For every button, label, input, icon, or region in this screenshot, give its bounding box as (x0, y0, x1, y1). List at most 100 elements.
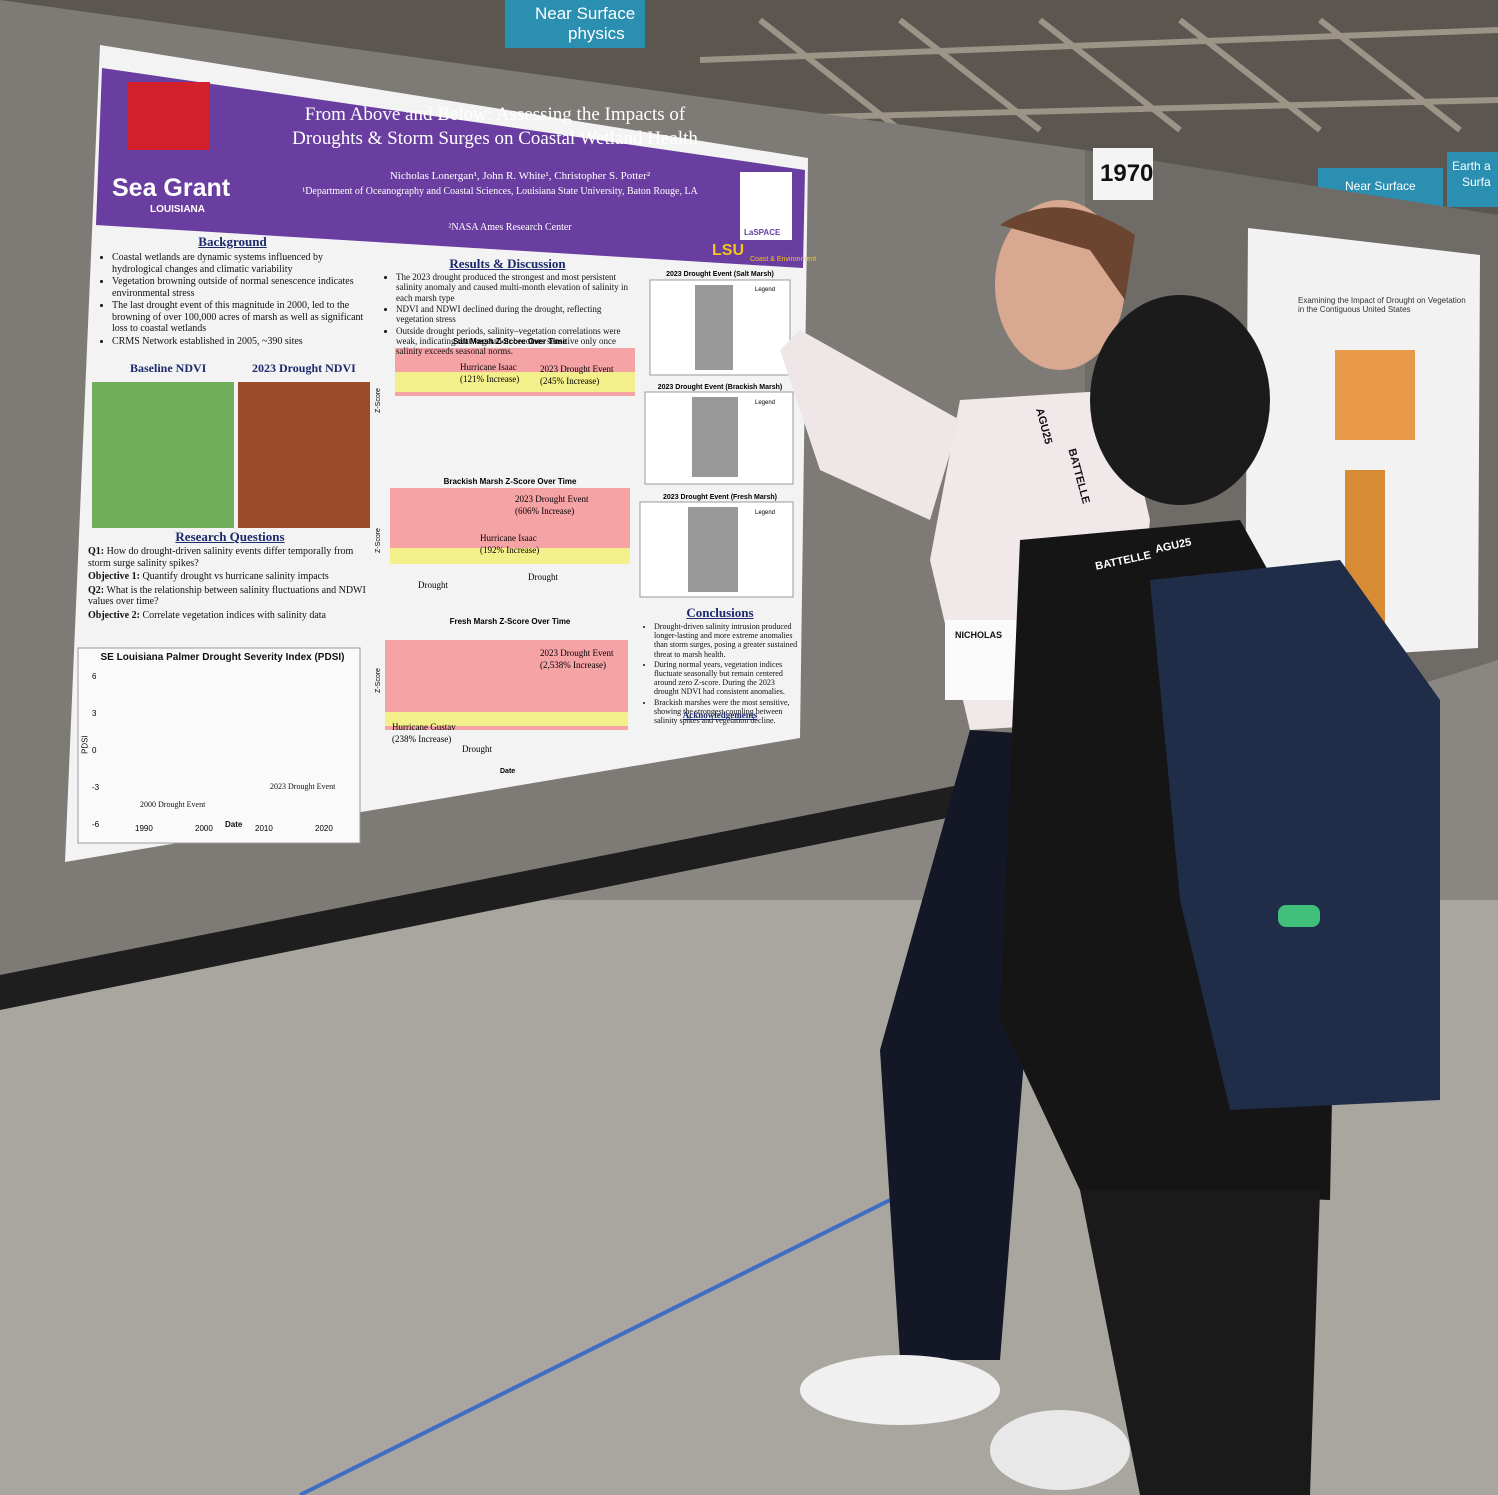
logo-text: LOUISIANA (150, 204, 205, 215)
chart-title: 2023 Drought Event (Brackish Marsh) (657, 384, 783, 391)
board-base (0, 760, 1085, 1010)
bullet: The last drought event of this magnitude… (112, 300, 368, 335)
question-text: What is the relationship between salinit… (88, 584, 366, 608)
neighbor-figure (1335, 350, 1415, 440)
legend-title: Legend (755, 400, 776, 406)
ndvi-map-baseline (92, 382, 234, 528)
presenter-hair (1000, 207, 1135, 300)
bullet: The 2023 drought produced the strongest … (396, 272, 634, 303)
truss (699, 17, 1498, 133)
visitor-trousers (1080, 1190, 1320, 1495)
map-label: Baseline NDVI (130, 361, 207, 375)
question-text: Correlate vegetation indices with salini… (142, 609, 326, 621)
conclusions-list: Drought-driven salinity intrusion produc… (640, 622, 798, 726)
question-text: How do drought-driven salinity events di… (88, 546, 354, 569)
booth-sign (1093, 148, 1153, 200)
research-questions: Q1: How do drought-driven salinity event… (88, 546, 366, 623)
poster-affiliation: ²NASA Ames Research Center (448, 222, 572, 233)
banner-text: Near Surface (1345, 179, 1416, 193)
question-text: Quantify drought vs hurricane salinity i… (142, 571, 329, 582)
chart-title: SE Louisiana Palmer Drought Severity Ind… (100, 652, 345, 663)
bullet: Vegetation browning outside of normal se… (112, 276, 368, 299)
shoe (990, 1410, 1130, 1490)
banner (1447, 152, 1498, 207)
annotation: Hurricane Isaac (460, 362, 517, 372)
question: Q1: How do drought-driven salinity event… (88, 546, 366, 569)
threshold-band (395, 372, 635, 392)
section-heading: Results & Discussion (449, 256, 566, 271)
bullet: Coastal wetlands are dynamic systems inf… (112, 252, 368, 275)
bullet: NDVI and NDWI declined during the drough… (396, 304, 634, 325)
chart-title: 2023 Drought Event (Salt Marsh) (666, 271, 774, 278)
section-heading: Background (198, 234, 267, 249)
booth-number: 1970 (1100, 160, 1154, 187)
annotation: 2023 Drought Event (540, 364, 614, 374)
annotation: (121% Increase) (460, 374, 520, 384)
question-label: Q2: (88, 584, 105, 596)
floor-tape (299, 1198, 891, 1495)
bullet-list: Coastal wetlands are dynamic systems inf… (98, 252, 368, 347)
y-tick-label: -6 (92, 820, 100, 829)
annotation: (2,538% Increase) (540, 660, 606, 670)
banner-text: physics (568, 24, 625, 43)
bullet: Brackish marshes were the most sensitive… (654, 698, 798, 726)
poster-header (96, 68, 805, 268)
section-heading: Research Questions (175, 529, 285, 544)
backpack (1150, 560, 1440, 1110)
y-tick-label: 0 (92, 746, 97, 755)
question: Q2: What is the relationship between sal… (88, 585, 366, 608)
poster-authors: Nicholas Lonergan¹, John R. White¹, Chri… (389, 170, 651, 182)
y-tick-label: 6 (92, 672, 97, 681)
annotation: Hurricane Gustav (392, 722, 456, 732)
section-heading: Acknowledgements (682, 710, 758, 720)
annotation: Hurricane Isaac (480, 533, 537, 543)
bullet: CRMS Network established in 2005, ~390 s… (112, 336, 368, 348)
section-heading: Conclusions (686, 605, 754, 620)
banner (505, 0, 645, 48)
annotation: 2023 Drought Event (515, 494, 589, 504)
axis-label: PDSI (80, 735, 90, 754)
annotation: 2023 Drought Event (270, 782, 336, 791)
usace-logo (128, 82, 210, 150)
pdsi-panel (77, 647, 361, 844)
logo-text: Coast & Environment (750, 256, 817, 263)
annotation: 2023 Drought Event (540, 648, 614, 658)
banner-text: Earth a (1452, 159, 1491, 173)
threshold-band (385, 712, 628, 726)
drought-period (688, 507, 738, 592)
legend-title: Legend (755, 510, 776, 516)
question-label: Objective 1: (88, 571, 140, 582)
x-tick-label: 2020 (315, 824, 333, 833)
poster-affiliation: ¹Department of Oceanography and Coastal … (302, 186, 698, 197)
bullet: During normal years, vegetation indices … (654, 660, 798, 697)
chart-title: Fresh Marsh Z-Score Over Time (449, 617, 571, 626)
annotation: Drought (418, 580, 448, 590)
annotation: 2000 Drought Event (140, 800, 206, 809)
question: Objective 1: Quantify drought vs hurrica… (88, 571, 366, 583)
bullet-list: The 2023 drought produced the strongest … (382, 272, 634, 357)
chart-title: Salt Marsh Z-Score Over Time (453, 337, 567, 346)
drought-period (695, 285, 733, 370)
poster-title: From Above and Below: Assessing the Impa… (304, 104, 686, 125)
ndvi-map-drought (238, 382, 370, 528)
legend-title: Legend (755, 287, 776, 293)
bullet-list: Drought-driven salinity intrusion produc… (640, 622, 798, 725)
x-tick-label: 2000 (195, 824, 213, 833)
poster-title: Droughts & Storm Surges on Coastal Wetla… (292, 128, 698, 149)
question-label: Q1: (88, 546, 105, 557)
logo-text: LaSPACE (744, 228, 781, 237)
axis-label: Z-Score (374, 668, 382, 693)
chart-title: 2023 Drought Event (Fresh Marsh) (663, 494, 777, 501)
x-tick-label: 2010 (255, 824, 273, 833)
annotation: (192% Increase) (480, 545, 540, 555)
logo-text: LSU (712, 242, 744, 259)
bullet: Outside drought periods, salinity–vegeta… (396, 326, 634, 357)
axis-label: Z-Score (374, 528, 382, 553)
axis-label: Date (500, 768, 516, 775)
annotation: (606% Increase) (515, 506, 575, 516)
axis-label: Z-Score (374, 388, 382, 413)
annotation: (245% Increase) (540, 376, 600, 386)
neighbor-title: Examining the Impact of Drought on Veget… (1298, 296, 1466, 315)
chart-title: Brackish Marsh Z-Score Over Time (443, 477, 577, 486)
laspace-logo (740, 172, 792, 240)
